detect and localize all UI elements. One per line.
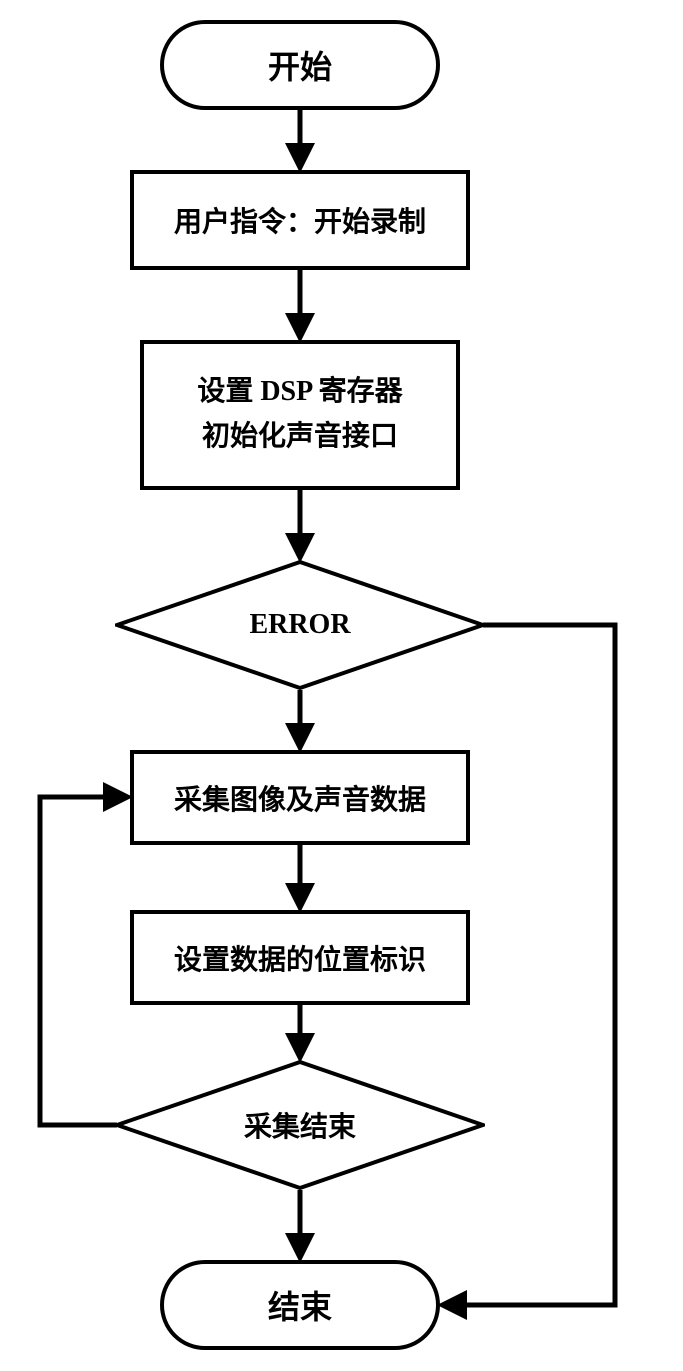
- init-line2: 初始化声音接口: [197, 415, 402, 460]
- error-label: ERROR: [249, 609, 350, 641]
- user-command-label: 用户指令：开始录制: [174, 200, 426, 240]
- init-dsp-text: 设置 DSP 寄存器 初始化声音接口: [197, 370, 402, 460]
- collect-label: 采集图像及声音数据: [174, 778, 426, 818]
- init-line1: 设置 DSP 寄存器: [197, 370, 402, 415]
- error-decision: ERROR: [115, 560, 485, 690]
- start-label: 开始: [268, 42, 332, 88]
- collect-done-decision: 采集结束: [115, 1060, 485, 1190]
- end-label: 结束: [268, 1282, 332, 1328]
- flowchart-container: 开始 用户指令：开始录制 设置 DSP 寄存器 初始化声音接口 ERROR 采集…: [0, 0, 683, 1371]
- start-terminal: 开始: [160, 20, 440, 110]
- end-terminal: 结束: [160, 1260, 440, 1350]
- set-tag-process: 设置数据的位置标识: [130, 910, 470, 1005]
- set-tag-label: 设置数据的位置标识: [174, 938, 426, 978]
- done-label: 采集结束: [244, 1105, 356, 1145]
- init-dsp-process: 设置 DSP 寄存器 初始化声音接口: [140, 340, 460, 490]
- user-command-process: 用户指令：开始录制: [130, 170, 470, 270]
- collect-process: 采集图像及声音数据: [130, 750, 470, 845]
